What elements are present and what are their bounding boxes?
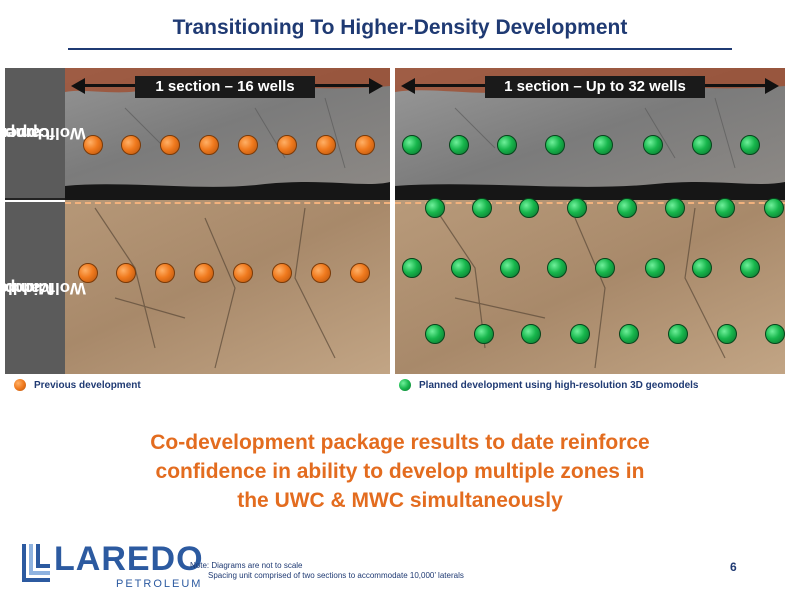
zone-boundary-line [395, 202, 785, 204]
middle-wolfcamp-well [547, 258, 567, 278]
middle-wolfcamp-well [521, 324, 541, 344]
middle-wolfcamp-well [717, 324, 737, 344]
title-underline [68, 48, 732, 50]
upper-wolfcamp-well [402, 135, 422, 155]
upper-wolfcamp-label: Upper Wolfcamp [5, 68, 85, 198]
upper-wolfcamp-well [316, 135, 336, 155]
middle-wolfcamp-well [765, 324, 785, 344]
middle-wolfcamp-well [425, 324, 445, 344]
middle-wolfcamp-well [194, 263, 214, 283]
middle-wolfcamp-well [692, 258, 712, 278]
middle-wolfcamp-well [311, 263, 331, 283]
footnote-line: Spacing unit comprised of two sections t… [208, 571, 464, 580]
upper-wolfcamp-well [497, 135, 517, 155]
legend-planned-label: Planned development using high-resolutio… [419, 379, 699, 391]
middle-wolfcamp-well [155, 263, 175, 283]
page-number: 6 [730, 560, 737, 574]
middle-wolfcamp-well [474, 324, 494, 344]
upper-wolfcamp-well [519, 198, 539, 218]
logo-wordmark: LAREDO [54, 540, 204, 578]
middle-wolfcamp-label: MiddleWolfcamp [5, 200, 85, 374]
upper-wolfcamp-well [199, 135, 219, 155]
upper-wolfcamp-well [449, 135, 469, 155]
legend-planned: Planned development using high-resolutio… [399, 379, 698, 391]
legend-previous-label: Previous development [34, 379, 141, 391]
middle-wolfcamp-well [740, 258, 760, 278]
slide-title: Transitioning To Higher-Density Developm… [172, 16, 628, 39]
zone-boundary-line [65, 202, 390, 204]
orange-well-marker [14, 379, 26, 391]
middle-wolfcamp-well [500, 258, 520, 278]
logo-subtitle: PETROLEUM [116, 578, 203, 590]
middle-wolfcamp-well [595, 258, 615, 278]
upper-wolfcamp-well [692, 135, 712, 155]
upper-wolfcamp-well [617, 198, 637, 218]
upper-wolfcamp-well [160, 135, 180, 155]
planned-development-diagram: 1 section – Up to 32 wells [395, 68, 785, 374]
upper-wolfcamp-well [83, 135, 103, 155]
middle-wolfcamp-well [668, 324, 688, 344]
upper-wolfcamp-well [472, 198, 492, 218]
key-message: Co-development package results to date r… [100, 428, 700, 515]
upper-wolfcamp-well [567, 198, 587, 218]
section-label: 1 section – 16 wells [135, 76, 315, 98]
upper-wolfcamp-well [425, 198, 445, 218]
green-well-marker [399, 379, 411, 391]
middle-wolfcamp-well [233, 263, 253, 283]
upper-wolfcamp-well [643, 135, 663, 155]
middle-wolfcamp-well [116, 263, 136, 283]
middle-wolfcamp-well [272, 263, 292, 283]
upper-wolfcamp-well [665, 198, 685, 218]
upper-wolfcamp-well [238, 135, 258, 155]
key-message-line: confidence in ability to develop multipl… [155, 460, 645, 483]
footnote: Note: Diagrams are not to scale Spacing … [190, 561, 464, 581]
logo-mark-icon [22, 544, 50, 582]
legend-previous: Previous development [14, 379, 141, 391]
laredo-petroleum-logo: LAREDO PETROLEUM [20, 540, 203, 592]
section-label: 1 section – Up to 32 wells [485, 76, 705, 98]
upper-wolfcamp-well [764, 198, 784, 218]
middle-wolfcamp-well [645, 258, 665, 278]
key-message-line: the UWC & MWC simultaneously [237, 489, 563, 512]
upper-wolfcamp-well [715, 198, 735, 218]
middle-wolfcamp-well [451, 258, 471, 278]
middle-wolfcamp-well [619, 324, 639, 344]
middle-wolfcamp-well [350, 263, 370, 283]
upper-wolfcamp-well [355, 135, 375, 155]
upper-wolfcamp-well [277, 135, 297, 155]
footnote-line: Note: Diagrams are not to scale [190, 561, 303, 570]
middle-wolfcamp-well [78, 263, 98, 283]
upper-wolfcamp-well [740, 135, 760, 155]
middle-wolfcamp-well [402, 258, 422, 278]
upper-wolfcamp-well [545, 135, 565, 155]
upper-wolfcamp-well [593, 135, 613, 155]
middle-wolfcamp-well [570, 324, 590, 344]
upper-wolfcamp-well [121, 135, 141, 155]
key-message-line: Co-development package results to date r… [150, 431, 650, 454]
